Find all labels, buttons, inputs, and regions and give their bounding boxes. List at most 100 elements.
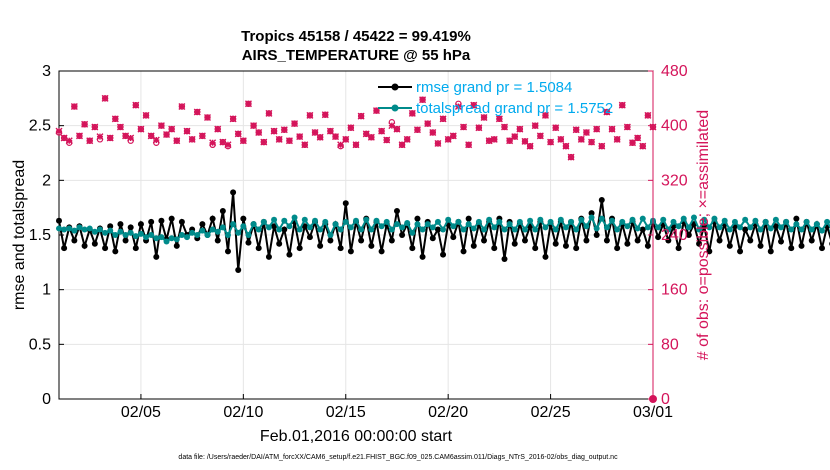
totalspread-point	[813, 221, 820, 228]
obs-assimilated-point	[403, 135, 411, 143]
totalspread-point	[56, 225, 62, 232]
rmse-point	[168, 215, 175, 222]
rmse-point	[603, 237, 610, 244]
rmse-point	[399, 232, 406, 238]
rmse-point	[481, 237, 488, 244]
totalspread-point	[66, 225, 73, 232]
rmse-point	[757, 242, 764, 249]
obs-assimilated-point	[419, 96, 427, 104]
obs-assimilated-point	[516, 125, 524, 133]
obs-assimilated-point	[106, 134, 114, 142]
chart-subtitle: AIRS_TEMPERATURE @ 55 hPa	[242, 47, 471, 64]
totalspread-point	[86, 225, 93, 232]
rmse-point	[414, 215, 421, 222]
totalspread-point	[81, 226, 88, 233]
rmse-point	[107, 223, 114, 230]
y-left-tick-label: 1	[42, 282, 51, 299]
y-left-tick-label: 2	[42, 172, 51, 189]
rmse-point	[255, 245, 262, 252]
rmse-point	[347, 248, 354, 255]
rmse-point	[583, 237, 590, 244]
rmse-point	[337, 245, 344, 252]
rmse-point	[788, 245, 795, 252]
obs-assimilated-point	[644, 111, 652, 119]
rmse-point	[798, 242, 805, 249]
obs-assimilated-point	[424, 120, 432, 128]
y-right-tick-label: 240	[661, 227, 688, 244]
totalspread-point	[332, 221, 339, 228]
obs-assimilated-point	[470, 101, 478, 109]
y-left-tick-label: 2.5	[29, 118, 51, 135]
totalspread-point	[347, 224, 354, 231]
totalspread-point	[527, 217, 534, 224]
obs-assimilated-point	[598, 142, 606, 150]
obs-assimilated-point	[352, 141, 360, 149]
totalspread-point	[685, 224, 692, 231]
totalspread-point	[696, 226, 703, 233]
totalspread-point	[353, 217, 359, 224]
rmse-point	[276, 240, 283, 247]
rmse-point	[81, 242, 88, 249]
rmse-point	[501, 256, 508, 263]
totalspread-point	[778, 224, 785, 231]
obs-assimilated-point	[147, 132, 155, 140]
totalspread-point	[388, 226, 395, 233]
totalspread-point	[731, 218, 738, 225]
totalspread-point	[224, 232, 231, 238]
obs-assimilated-point	[198, 132, 206, 140]
totalspread-point	[368, 226, 375, 233]
rmse-point	[685, 232, 692, 238]
obs-assimilated-point	[388, 122, 396, 130]
totalspread-point	[281, 217, 288, 224]
obs-assimilated-point	[393, 125, 401, 133]
totalspread-point	[286, 223, 293, 230]
obs-assimilated-point	[265, 109, 273, 117]
obs-assimilated-point	[239, 137, 247, 145]
legend-rmse-marker	[391, 83, 399, 91]
totalspread-point	[690, 214, 697, 221]
rmse-point	[450, 234, 457, 241]
y-axis-right-label: # of obs: o=possible; ×=assimilated	[695, 110, 712, 360]
totalspread-point	[404, 219, 411, 226]
obs-assimilated-point	[316, 133, 324, 141]
rmse-point	[511, 240, 518, 247]
totalspread-point	[455, 218, 462, 225]
totalspread-point	[624, 223, 631, 230]
rmse-point	[465, 215, 472, 222]
rmse-point	[542, 253, 549, 260]
rmse-point	[419, 253, 426, 260]
rmse-point	[214, 237, 221, 244]
obs-assimilated-point	[444, 135, 452, 143]
totalspread-point	[148, 232, 155, 238]
totalspread-point	[655, 224, 662, 231]
rmse-point	[593, 232, 600, 238]
obs-assimilated-point	[163, 131, 171, 139]
totalspread-point	[312, 217, 319, 224]
totalspread-point	[757, 226, 764, 233]
obs-assimilated-point	[475, 124, 483, 132]
obs-assimilated-point	[60, 134, 68, 142]
totalspread-point	[127, 229, 134, 236]
obs-assimilated-point	[65, 137, 73, 145]
obs-assimilated-point	[91, 123, 99, 131]
obs-assimilated-point	[577, 135, 585, 143]
y-left-tick-label: 0	[42, 391, 51, 408]
obs-assimilated-point	[408, 109, 416, 117]
totalspread-point	[511, 226, 518, 233]
rmse-point	[132, 245, 139, 252]
obs-assimilated-point	[260, 138, 268, 146]
totalspread-point	[742, 216, 749, 223]
totalspread-point	[209, 226, 216, 233]
totalspread-point	[818, 227, 825, 234]
totalspread-point	[271, 216, 278, 223]
obs-assimilated-point	[429, 129, 437, 136]
totalspread-point	[214, 228, 221, 235]
totalspread-point	[235, 229, 242, 236]
totalspread-point	[542, 224, 549, 231]
totalspread-point	[373, 217, 380, 224]
totalspread-point	[798, 226, 805, 233]
totalspread-point	[184, 234, 191, 241]
obs-assimilated-point	[188, 135, 196, 143]
totalspread-point	[178, 232, 185, 238]
